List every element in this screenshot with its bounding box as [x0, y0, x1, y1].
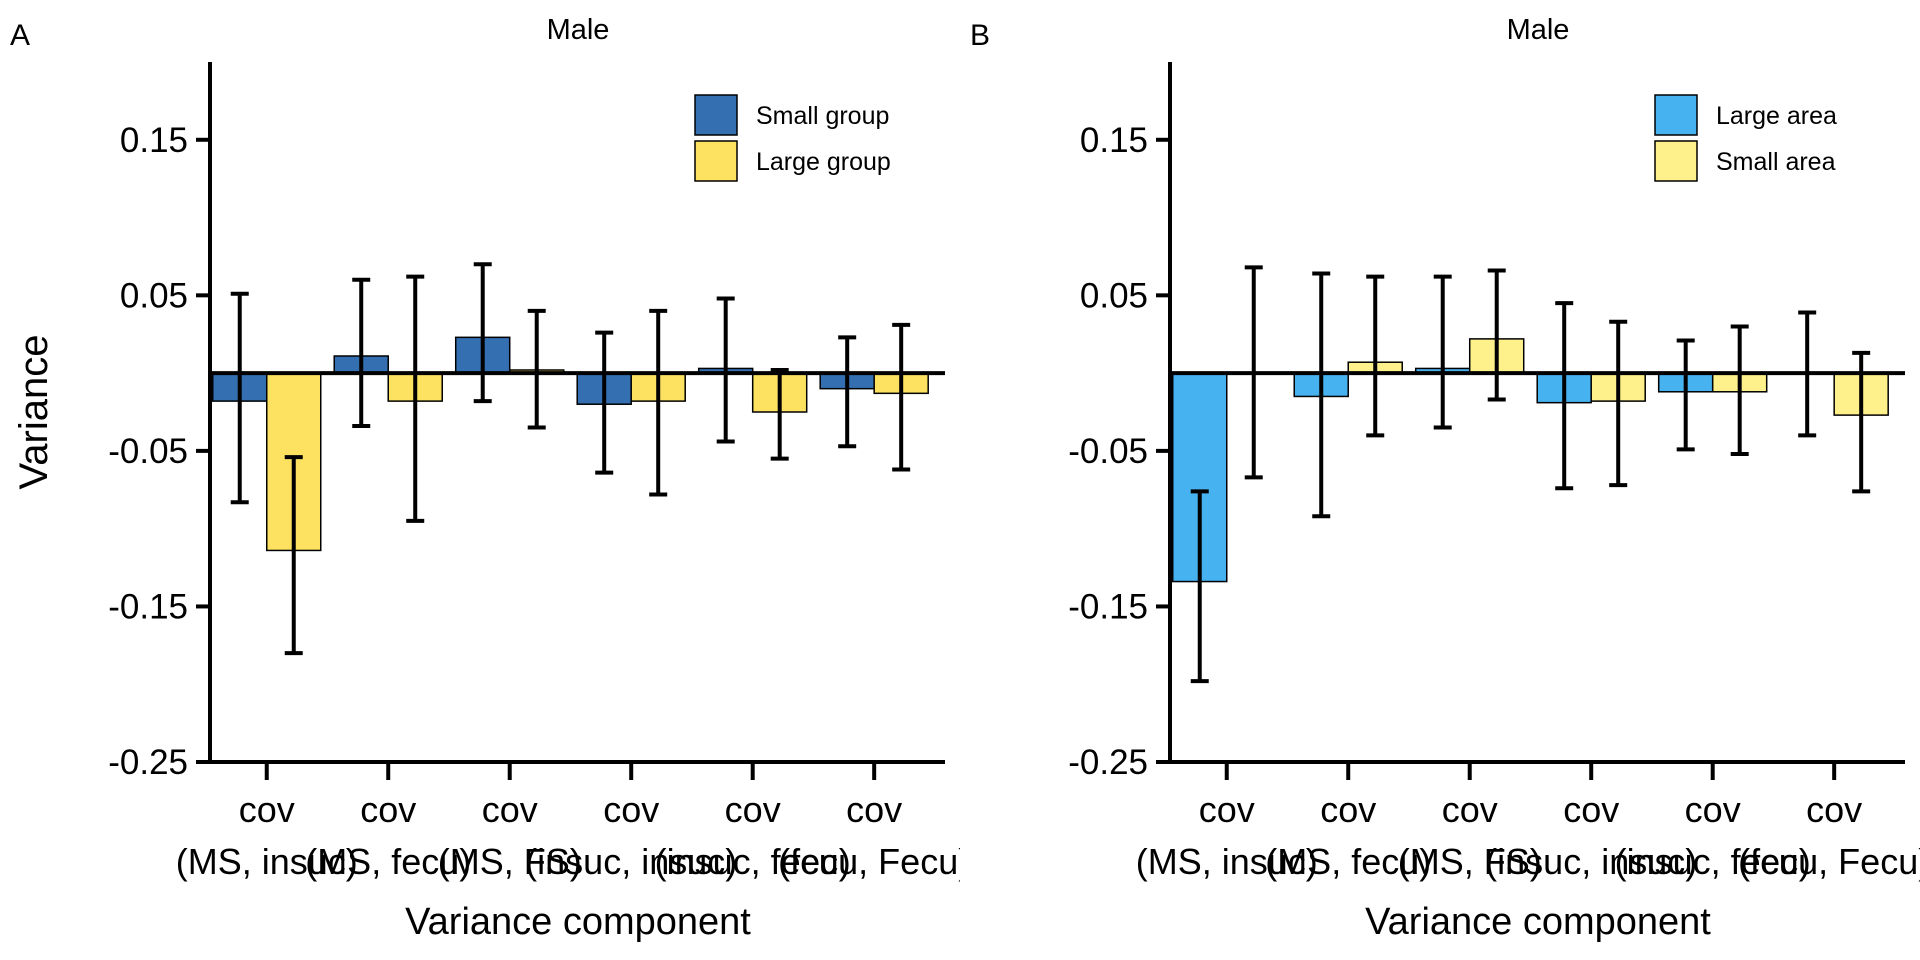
panel-b: B Male Variance component 0.15 0.05 -0.05 -… — [970, 14, 1920, 943]
x-tick-label: cov — [725, 789, 781, 830]
x-tick-label: cov — [1563, 789, 1619, 830]
x-tick-label: cov — [239, 789, 295, 830]
x-tick-label: (MS, fecu) — [1265, 841, 1431, 882]
x-tick-label: cov — [482, 789, 538, 830]
x-tick-label: (MS, FS) — [438, 841, 582, 882]
x-tick-label: cov — [846, 789, 902, 830]
y-tick-label: -0.15 — [1068, 587, 1148, 626]
y-tick-label: -0.05 — [1068, 432, 1148, 471]
legend-label: Large area — [1716, 102, 1837, 130]
legend-swatch — [1654, 94, 1698, 136]
x-tick-label: (MS, fecu) — [305, 841, 471, 882]
legend-label: Small area — [1716, 148, 1836, 176]
x-tick-label: cov — [1442, 789, 1498, 830]
x-tick-label: (MS, insuc) — [1136, 841, 1318, 882]
x-axis-label: Variance component — [1365, 901, 1711, 943]
x-tick-label: (insuc, insuc) — [525, 841, 737, 882]
legend-label: Small group — [756, 102, 889, 130]
x-tick-label: cov — [360, 789, 416, 830]
x-tick-label: cov — [1685, 789, 1741, 830]
y-tick-label: -0.25 — [1068, 743, 1148, 782]
x-tick-label: (insuc, insuc) — [1485, 841, 1697, 882]
panel-letter: B — [970, 19, 990, 52]
legend-swatch — [1654, 140, 1698, 182]
x-tick-label: cov — [1199, 789, 1255, 830]
y-tick-label: -0.25 — [108, 743, 188, 782]
panel-title: Male — [1507, 14, 1570, 46]
panel-letter: A — [10, 19, 30, 52]
x-tick-label: (insuc, fecu) — [1615, 841, 1811, 882]
legend-label: Large group — [756, 148, 891, 176]
x-tick-label: (MS, FS) — [1398, 841, 1542, 882]
y-tick-label: -0.15 — [108, 587, 188, 626]
y-tick-label: 0.15 — [1080, 121, 1148, 160]
panel-title: Male — [547, 14, 610, 46]
x-axis-label: Variance component — [405, 901, 751, 943]
y-tick-label: 0.05 — [1080, 276, 1148, 315]
x-tick-label: (fecu, Fecu) — [1738, 841, 1920, 882]
x-tick-label: (fecu, Fecu) — [778, 841, 970, 882]
y-tick-label: 0.15 — [120, 121, 188, 160]
y-tick-label: -0.05 — [108, 432, 188, 471]
legend-swatch — [694, 140, 738, 182]
panel-a: A Male Variance Variance component 0.15 0… — [10, 14, 970, 943]
x-tick-label: cov — [1320, 789, 1376, 830]
y-axis-label: Variance — [12, 335, 56, 490]
x-tick-label: cov — [603, 789, 659, 830]
x-tick-label: (MS, insuc) — [176, 841, 358, 882]
y-tick-label: 0.05 — [120, 276, 188, 315]
x-tick-label: cov — [1806, 789, 1862, 830]
legend-swatch — [694, 94, 738, 136]
x-tick-label: (insuc, fecu) — [655, 841, 851, 882]
